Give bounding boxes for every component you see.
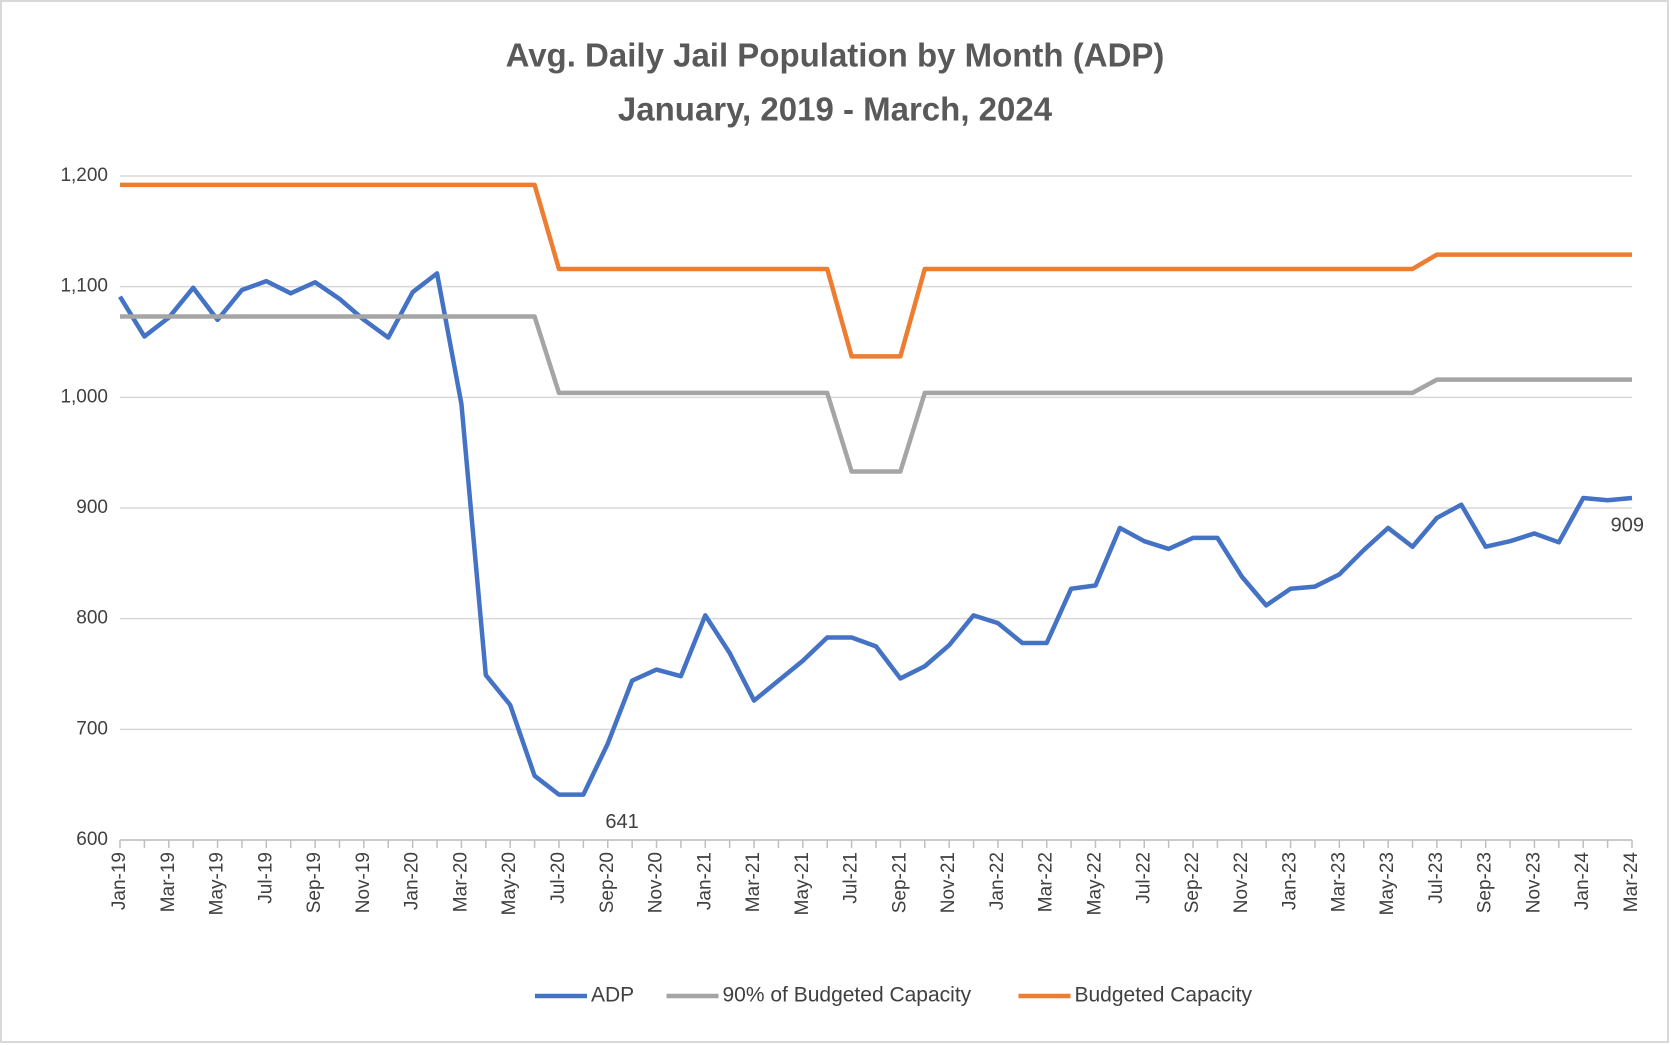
x-tick-label: Jan-19 [109,852,130,910]
x-tick-label: Jan-21 [694,852,715,910]
chart-subtitle: January, 2019 - March, 2024 [618,91,1053,128]
x-tick-label: Sep-22 [1182,852,1203,913]
y-tick-label: 1,000 [60,386,108,407]
x-tick-label: Nov-20 [646,852,667,913]
x-tick-label: May-20 [499,852,520,915]
x-tick-label: Nov-23 [1523,852,1544,913]
x-tick-label: Jul-19 [255,852,276,904]
x-tick-label: Mar-23 [1328,852,1349,912]
x-tick-label: Jul-21 [841,852,862,904]
y-tick-label: 1,100 [60,276,108,297]
x-tick-label: Jan-20 [402,852,423,910]
y-tick-label: 800 [76,608,108,629]
x-tick-label: Mar-19 [158,852,179,912]
series-line [118,271,1633,797]
x-tick-label: Jan-23 [1280,852,1301,910]
x-tick-label: Mar-20 [450,852,471,912]
legend-label: ADP [591,984,634,1007]
x-tick-label: Mar-24 [1621,852,1642,913]
x-tick-label: Nov-19 [353,852,374,913]
x-tick-label: Jul-20 [548,852,569,904]
data-label: 909 [1611,514,1644,536]
y-tick-label: 900 [76,497,108,518]
x-tick-label: Mar-22 [1036,852,1057,912]
x-tick-label: Jul-22 [1133,852,1154,904]
chart-title: Avg. Daily Jail Population by Month (ADP… [506,37,1165,74]
x-tick-label: Nov-21 [938,852,959,913]
x-tick-label: Sep-23 [1475,852,1496,913]
legend-label: 90% of Budgeted Capacity [723,984,972,1007]
y-tick-label: 1,200 [60,165,108,186]
legend-label: Budgeted Capacity [1075,984,1253,1007]
x-tick-label: May-23 [1377,852,1398,915]
x-tick-label: Jan-24 [1572,852,1593,911]
x-tick-label: Sep-21 [889,852,910,913]
x-tick-label: Nov-22 [1231,852,1252,913]
series-line [120,314,1632,474]
x-tick-label: May-19 [207,852,228,915]
x-tick-label: May-21 [792,852,813,915]
x-tick-label: Jul-23 [1426,852,1447,904]
series-line [120,182,1632,359]
x-tick-label: Mar-21 [743,852,764,912]
x-tick-label: Jan-22 [987,852,1008,910]
x-tick-label: Sep-19 [304,852,325,913]
data-label: 641 [605,811,638,833]
y-tick-label: 700 [76,718,108,739]
y-tick-label: 600 [76,829,108,850]
x-tick-label: Sep-20 [597,852,618,913]
x-tick-label: May-22 [1084,852,1105,915]
